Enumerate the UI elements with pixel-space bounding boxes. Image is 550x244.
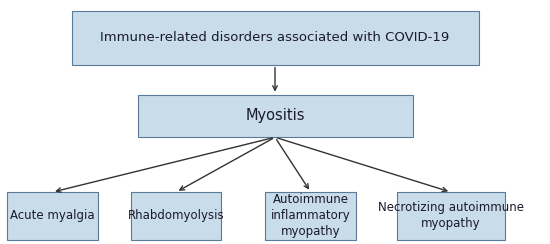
FancyBboxPatch shape — [138, 94, 412, 137]
Text: Immune-related disorders associated with COVID-19: Immune-related disorders associated with… — [100, 31, 450, 44]
Text: Acute myalgia: Acute myalgia — [10, 209, 95, 223]
FancyBboxPatch shape — [397, 192, 505, 240]
FancyBboxPatch shape — [131, 192, 221, 240]
Text: Rhabdomyolysis: Rhabdomyolysis — [128, 209, 224, 223]
Text: Necrotizing autoimmune
myopathy: Necrotizing autoimmune myopathy — [378, 202, 524, 230]
FancyBboxPatch shape — [265, 192, 356, 240]
Text: Myositis: Myositis — [245, 108, 305, 123]
Text: Autoimmune
inflammatory
myopathy: Autoimmune inflammatory myopathy — [271, 193, 350, 238]
FancyBboxPatch shape — [7, 192, 98, 240]
FancyBboxPatch shape — [72, 11, 478, 65]
